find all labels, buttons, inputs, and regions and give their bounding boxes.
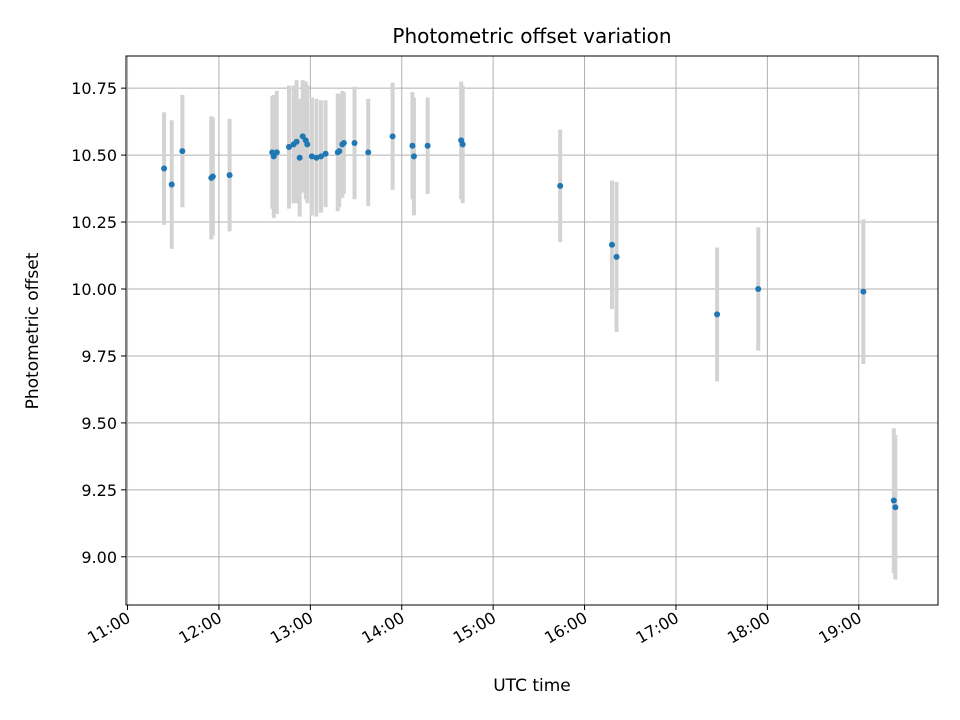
data-point (892, 504, 899, 511)
y-tick-label: 9.25 (81, 481, 117, 500)
data-point (557, 182, 564, 189)
data-point (755, 285, 762, 292)
y-axis-title: Photometric offset (23, 252, 43, 409)
data-point (409, 142, 416, 149)
y-tick-label: 10.75 (71, 79, 117, 98)
y-tick-label: 10.50 (71, 146, 117, 165)
grid (126, 56, 938, 605)
data-point (168, 181, 175, 188)
y-tick-label: 10.00 (71, 280, 117, 299)
data-point (340, 140, 347, 147)
data-point (351, 140, 358, 147)
data-point (860, 288, 867, 295)
chart-title: Photometric offset variation (392, 24, 671, 48)
data-point (226, 172, 233, 179)
data-point (286, 144, 293, 151)
data-point (296, 154, 303, 161)
y-tick-label: 10.25 (71, 213, 117, 232)
data-point (424, 142, 431, 149)
data-point (613, 253, 620, 260)
data-points (161, 133, 899, 511)
data-point (179, 148, 186, 155)
data-point (459, 141, 466, 148)
y-tick-label: 9.50 (81, 414, 117, 433)
data-point (293, 138, 300, 145)
data-point (304, 141, 311, 148)
data-point (714, 311, 721, 318)
x-axis-title: UTC time (493, 676, 571, 696)
data-point (308, 153, 315, 160)
y-axis-ticks: 9.00 9.25 9.50 9.75 10.00 10.25 10.50 10.75 (71, 79, 126, 567)
data-point (365, 149, 372, 156)
data-point (161, 165, 168, 172)
y-tick-label: 9.00 (81, 548, 117, 567)
data-point (336, 148, 343, 155)
data-point (318, 153, 325, 160)
plot-frame (125, 55, 939, 606)
data-point (890, 497, 897, 504)
data-point (410, 153, 417, 160)
data-point (608, 241, 615, 248)
data-point (313, 154, 320, 161)
data-point (273, 149, 280, 156)
data-point (389, 133, 396, 140)
y-tick-label: 9.75 (81, 347, 117, 366)
data-point (322, 150, 329, 157)
data-point (209, 173, 216, 180)
